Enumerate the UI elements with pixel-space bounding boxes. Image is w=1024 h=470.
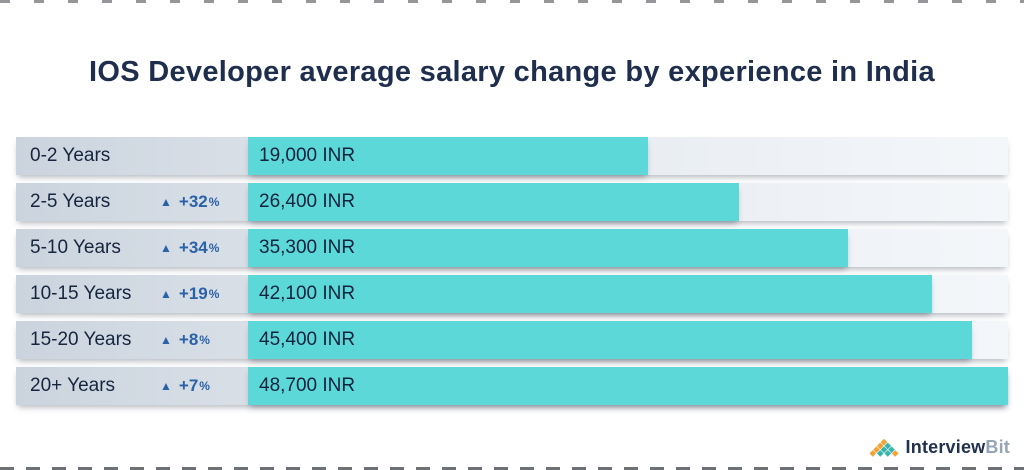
chart-row: 10-15 Years ▲ +19 % 42,100 INR [16, 275, 1008, 313]
category-label: 0-2 Years [30, 145, 111, 166]
chart-row: 5-10 Years ▲ +34 % 35,300 INR [16, 229, 1008, 267]
percent-change: +7 [178, 376, 199, 395]
salary-value-label: 19,000 INR [259, 145, 356, 166]
salary-bar: 45,400 INR [248, 321, 973, 359]
brand-name-first: Interview [905, 437, 986, 457]
change-cell: ▲ +34 % [160, 238, 248, 258]
chart-row: 15-20 Years ▲ +8 % 45,400 INR [16, 321, 1008, 359]
chart-row: 0-2 Years 19,000 INR [16, 137, 1008, 175]
category-label: 5-10 Years [30, 237, 121, 258]
chart-row: 20+ Years ▲ +7 % 48,700 INR [16, 367, 1008, 405]
category-label: 10-15 Years [30, 283, 132, 304]
increase-arrow-icon: ▲ [160, 195, 172, 209]
percent-sign: % [208, 195, 220, 209]
percent-change: +19 [178, 284, 208, 303]
salary-value-label: 45,400 INR [259, 329, 356, 350]
salary-value-label: 48,700 INR [259, 375, 356, 396]
percent-sign: % [199, 379, 210, 393]
percent-sign: % [208, 241, 220, 255]
salary-bar: 26,400 INR [248, 183, 739, 221]
brand-name-second: Bit [985, 437, 1010, 457]
salary-bar: 35,300 INR [248, 229, 849, 267]
increase-arrow-icon: ▲ [160, 287, 172, 301]
increase-arrow-icon: ▲ [160, 241, 172, 255]
percent-sign: % [208, 287, 220, 301]
top-dashed-border [0, 0, 1024, 3]
percent-sign: % [199, 333, 210, 347]
percent-change: +32 [178, 192, 208, 211]
category-label: 20+ Years [30, 375, 116, 396]
change-cell: ▲ +8 % [160, 330, 248, 350]
bar-chart: 0-2 Years 19,000 INR 2-5 Years ▲ +32 % 2… [16, 137, 1008, 413]
salary-bar: 19,000 INR [248, 137, 648, 175]
salary-bar: 42,100 INR [248, 275, 932, 313]
percent-change: +34 [178, 238, 208, 257]
bottom-dashed-border [0, 467, 1024, 470]
increase-arrow-icon: ▲ [160, 333, 172, 347]
salary-value-label: 35,300 INR [259, 237, 356, 258]
chart-row: 2-5 Years ▲ +32 % 26,400 INR [16, 183, 1008, 221]
percent-change: +8 [178, 330, 199, 349]
change-cell: ▲ +7 % [160, 376, 248, 396]
interviewbit-logo: InterviewBit [868, 437, 1010, 458]
salary-bar: 48,700 INR [248, 367, 1008, 405]
salary-value-label: 26,400 INR [259, 191, 356, 212]
increase-arrow-icon: ▲ [160, 379, 172, 393]
brand-name: InterviewBit [906, 437, 1010, 458]
change-cell: ▲ +32 % [160, 192, 248, 212]
change-cell: ▲ +19 % [160, 284, 248, 304]
chart-title: IOS Developer average salary change by e… [89, 56, 935, 88]
category-label: 15-20 Years [30, 329, 132, 350]
category-label: 2-5 Years [30, 191, 111, 212]
salary-value-label: 42,100 INR [259, 283, 356, 304]
interviewbit-logo-icon [868, 438, 899, 457]
